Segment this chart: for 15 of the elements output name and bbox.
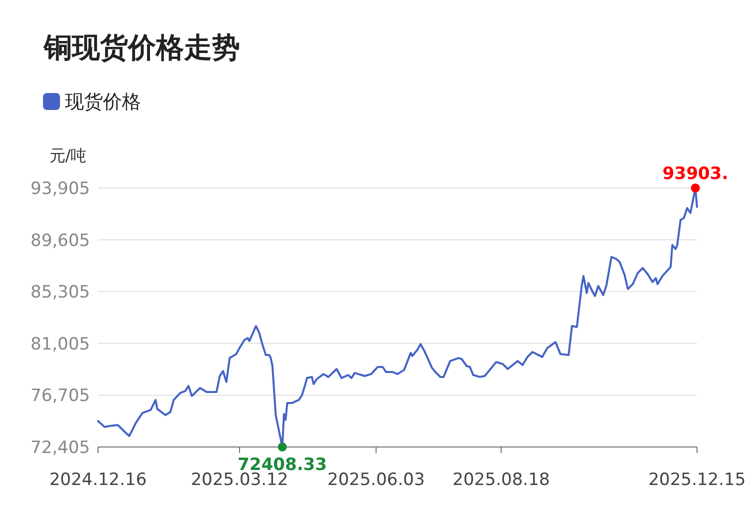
y-tick-label: 93,905 [30, 179, 90, 199]
y-tick-label: 76,705 [30, 386, 90, 406]
y-tick-label: 85,305 [30, 282, 90, 303]
legend-label: 现货价格 [65, 91, 141, 113]
x-tick-label: 2024.12.16 [49, 470, 147, 490]
x-tick-label: 2025.12.15 [648, 470, 746, 490]
annotation: 93903. [662, 164, 728, 184]
x-tick-label: 2025.06.03 [327, 470, 425, 490]
x-tick-label: 2025.03.12 [190, 470, 288, 490]
x-tick-label: 2025.08.18 [452, 470, 550, 490]
y-tick-label: 81,005 [30, 334, 90, 354]
chart-title: 铜现货价格走势 [43, 31, 240, 64]
y-tick-label: 89,605 [30, 230, 90, 251]
y-tick-label: 72,405 [30, 438, 90, 458]
y-axis-title: 元/吨 [49, 146, 87, 165]
